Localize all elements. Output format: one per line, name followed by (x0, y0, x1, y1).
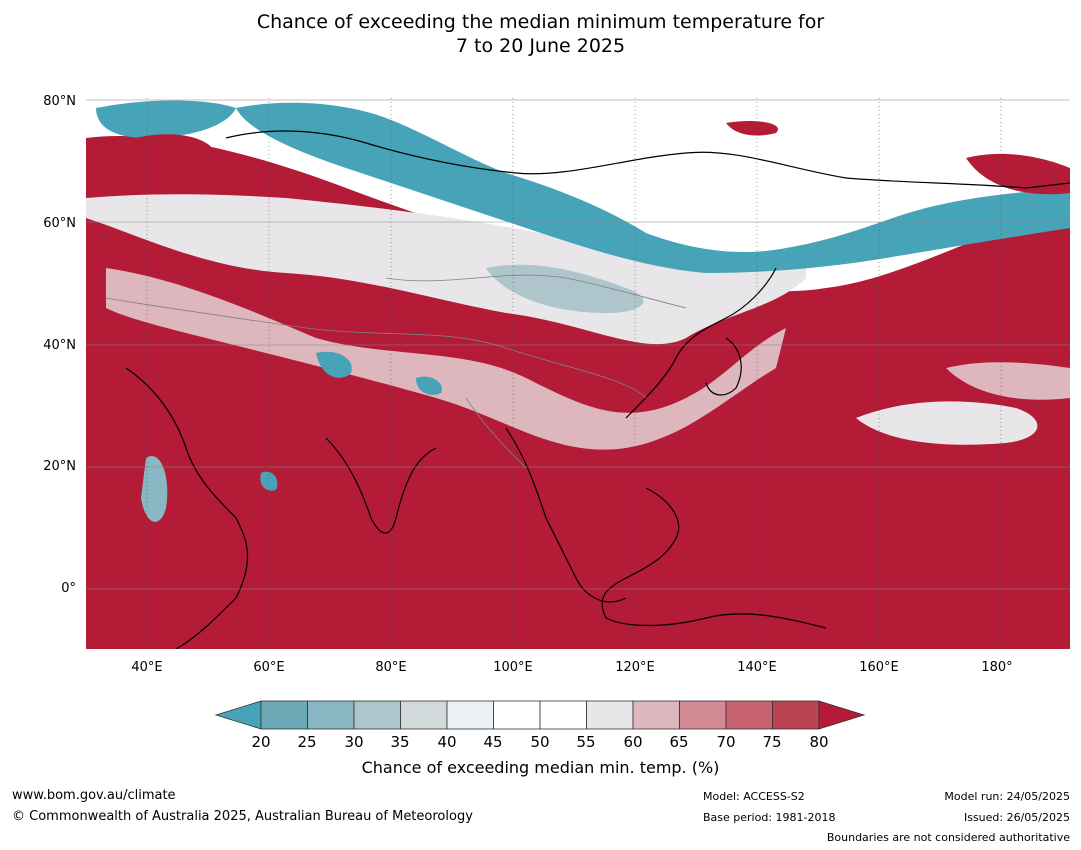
colorbar-cell (725, 700, 773, 730)
above-median-barents (136, 134, 218, 182)
below-median-red-sea (141, 456, 168, 522)
colorbar-tick: 55 (576, 733, 596, 751)
website-link[interactable]: www.bom.gov.au/climate (12, 788, 176, 803)
issued-date: Issued: 26/05/2025 (963, 811, 1070, 824)
lon-label-60e: 60°E (253, 660, 285, 675)
colorbar-tick: 25 (297, 733, 317, 751)
border-russia-mongolia (385, 274, 687, 309)
colorbar (214, 700, 866, 730)
colorbar-cell (307, 700, 355, 730)
below-median-central-asia (316, 351, 352, 378)
lat-label-80n: 80°N (43, 94, 76, 109)
border-himalaya (465, 397, 527, 469)
above-median-bering (966, 153, 1070, 195)
forecast-map (86, 98, 1070, 649)
colorbar-tick: 40 (437, 733, 457, 751)
title-line-1: Chance of exceeding the median minimum t… (256, 11, 825, 33)
colorbar-cell (632, 700, 680, 730)
map-canvas (86, 98, 1070, 649)
colorbar-extend-low (214, 700, 262, 730)
colorbar-cell (353, 700, 401, 730)
title-line-2: 7 to 20 June 2025 (455, 35, 626, 57)
colorbar-tick: 65 (669, 733, 689, 751)
model-run-date: Model run: 24/05/2025 (944, 790, 1070, 803)
colorbar-cell (679, 700, 727, 730)
china-coastline (625, 267, 777, 419)
model-name: Model: ACCESS-S2 (703, 790, 805, 803)
near-median-pacific (856, 401, 1038, 445)
below-median-tibet (416, 376, 442, 395)
lon-label-140e: 140°E (737, 660, 777, 675)
above-median-east-siberian (726, 121, 778, 136)
below-median-siberia (236, 102, 1070, 273)
colorbar-tick: 60 (623, 733, 643, 751)
colorbar-tick: 50 (530, 733, 550, 751)
boundaries-disclaimer: Boundaries are not considered authoritat… (826, 831, 1070, 844)
base-period: Base period: 1981-2018 (703, 811, 836, 824)
colorbar-tick: 75 (762, 733, 782, 751)
lat-label-0: 0° (61, 581, 76, 596)
colorbar-label: Chance of exceeding median min. temp. (%… (361, 758, 720, 777)
below-median-arctic-west (96, 100, 236, 138)
lon-label-80e: 80°E (375, 660, 407, 675)
lon-label-120e: 120°E (615, 660, 655, 675)
lat-label-20n: 20°N (43, 459, 76, 474)
lon-label-160e: 160°E (859, 660, 899, 675)
colorbar-tick: 30 (344, 733, 364, 751)
indonesia-coastline (601, 487, 827, 629)
colorbar-tick: 80 (809, 733, 829, 751)
lon-label-40e: 40°E (131, 660, 163, 675)
map-title: Chance of exceeding the median minimum t… (0, 10, 1081, 58)
colorbar-cell (772, 700, 820, 730)
colorbar-cell (493, 700, 541, 730)
coastlines (125, 130, 1070, 649)
lat-label-60n: 60°N (43, 216, 76, 231)
colorbar-cells (214, 700, 866, 730)
colorbar-tick: 70 (716, 733, 736, 751)
india-coastline (325, 437, 437, 534)
colorbar-cell (586, 700, 634, 730)
colorbar-extend-high (818, 700, 866, 730)
below-median-arabian-sea (260, 471, 278, 491)
se-asia-coastline (505, 427, 627, 603)
below-median-mongolia (486, 264, 644, 313)
colorbar-cell (446, 700, 494, 730)
border-central-asia (105, 297, 647, 399)
colorbar-cell (400, 700, 448, 730)
colorbar-cell (260, 700, 308, 730)
japan-coastline (705, 337, 742, 396)
lon-label-180: 180° (981, 660, 1013, 675)
colorbar-tick: 20 (251, 733, 271, 751)
country-borders (105, 274, 687, 469)
arabia-africa-coastline (125, 367, 249, 649)
arctic-coastline (225, 130, 1070, 189)
copyright-text: © Commonwealth of Australia 2025, Austra… (12, 809, 473, 824)
mixed-pacific (946, 362, 1070, 400)
colorbar-tick: 45 (483, 733, 503, 751)
above-median-region (106, 268, 786, 450)
lat-label-40n: 40°N (43, 338, 76, 353)
lon-label-100e: 100°E (493, 660, 533, 675)
colorbar-tick: 35 (390, 733, 410, 751)
latitude-lines (86, 99, 1070, 590)
colorbar-cell (539, 700, 587, 730)
